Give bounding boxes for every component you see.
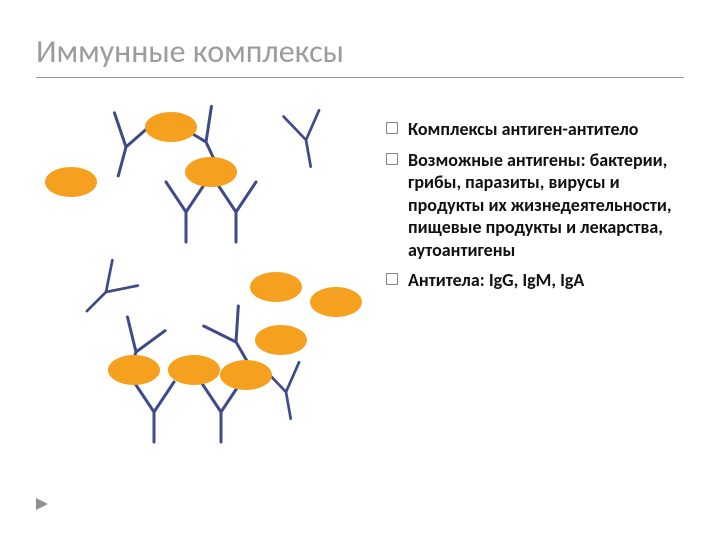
- bullet-item: Комплексы антиген-антитело: [386, 118, 684, 141]
- bullet-item: Антитела: IgG, IgM, IgA: [386, 269, 684, 292]
- bullet-list: Комплексы антиген-антитело Возможные анти…: [386, 118, 684, 292]
- antigen-icon: [255, 325, 307, 355]
- diagram-svg: [36, 92, 366, 472]
- antibody-icon: [284, 110, 329, 169]
- antigen-icon: [108, 355, 160, 385]
- bullet-list-container: Комплексы антиген-антитело Возможные анти…: [386, 92, 684, 472]
- antigen-icon: [45, 167, 97, 197]
- antibody-icon: [134, 382, 174, 442]
- antigen-icon: [185, 157, 237, 187]
- slide: Иммунные комплексы Комплексы антиген-ант…: [0, 0, 720, 540]
- antibody-icon: [99, 113, 153, 181]
- antibody-icon: [216, 182, 256, 242]
- antibody-icon: [74, 260, 138, 324]
- antigen-icon: [250, 272, 302, 302]
- antigen-icon: [168, 355, 220, 385]
- antigen-icon: [220, 360, 272, 390]
- title-rule: [36, 77, 684, 78]
- slide-title: Иммунные комплексы: [36, 32, 684, 71]
- slide-body: Комплексы антиген-антитело Возможные анти…: [36, 92, 684, 472]
- antigen-icon: [310, 287, 362, 317]
- bullet-item: Возможные антигены: бактерии, грибы, пар…: [386, 149, 684, 262]
- immune-complex-diagram: [36, 92, 366, 472]
- antibody-icon: [201, 382, 241, 442]
- antigen-icon: [145, 112, 197, 142]
- footer-arrow-icon: [36, 498, 48, 510]
- antibody-icon: [166, 182, 206, 242]
